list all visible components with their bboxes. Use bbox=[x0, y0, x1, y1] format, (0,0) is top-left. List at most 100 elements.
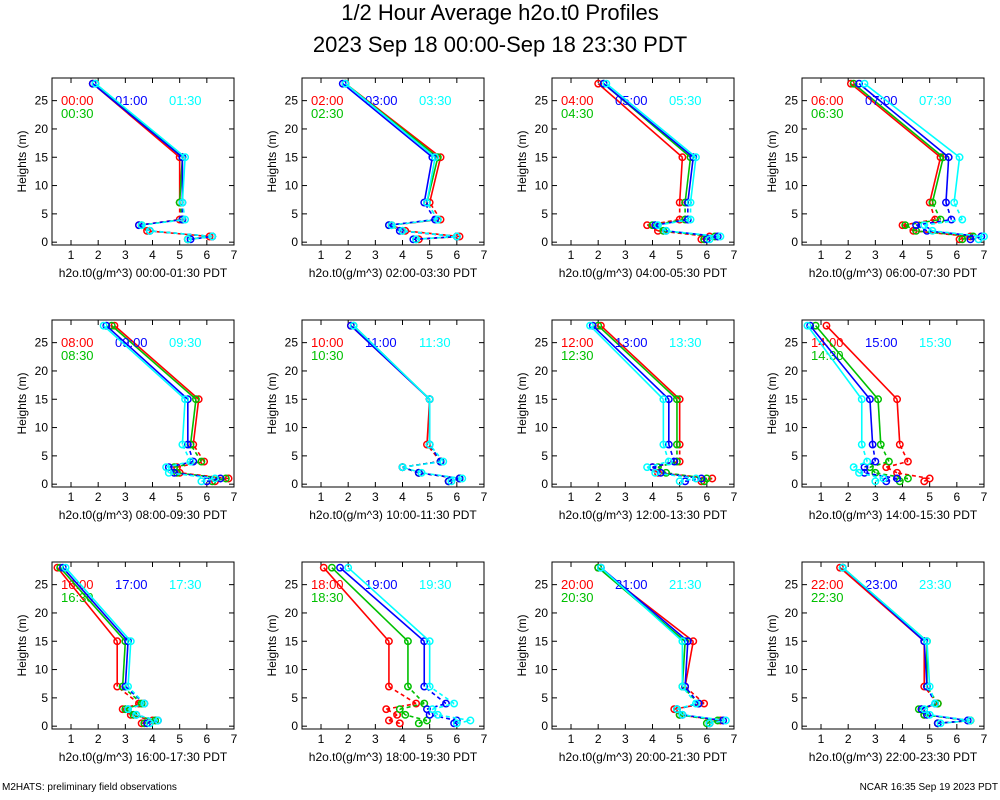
series-line bbox=[684, 641, 689, 687]
x-tick-label: 6 bbox=[703, 490, 710, 504]
x-tick-label: 6 bbox=[453, 248, 460, 262]
profile-panel: 1 2 3 4 5 6 7 0 5 10 15 20 25 Heights (m) h2o.t0(g/m^3… bbox=[15, 319, 238, 522]
data-point bbox=[708, 474, 717, 483]
series-line bbox=[646, 218, 680, 226]
series-label: 15:30 bbox=[919, 335, 952, 350]
y-tick-label: 10 bbox=[785, 179, 799, 193]
plot-frame bbox=[551, 319, 735, 488]
series-line bbox=[646, 466, 656, 474]
data-point bbox=[420, 637, 429, 646]
data-point bbox=[181, 215, 190, 224]
series-line bbox=[589, 325, 664, 400]
x-tick-label: 3 bbox=[372, 248, 379, 262]
data-point bbox=[387, 221, 396, 230]
data-point bbox=[401, 710, 410, 719]
y-tick-label: 25 bbox=[285, 336, 299, 350]
data-point bbox=[186, 457, 195, 466]
x-axis-label: h2o.t0(g/m^3) 16:00-17:30 PDT bbox=[59, 750, 228, 764]
data-point bbox=[178, 198, 187, 207]
y-tick-label: 0 bbox=[541, 477, 548, 491]
series-line bbox=[121, 641, 127, 687]
data-point bbox=[863, 457, 872, 466]
x-tick-label: 6 bbox=[703, 248, 710, 262]
data-point bbox=[675, 198, 684, 207]
x-axis-label: h2o.t0(g/m^3) 08:00-09:30 PDT bbox=[59, 508, 228, 522]
data-point bbox=[928, 226, 937, 235]
data-point bbox=[99, 321, 108, 330]
data-point bbox=[653, 221, 662, 230]
y-tick-label: 25 bbox=[535, 578, 549, 592]
x-tick-label: 5 bbox=[926, 490, 933, 504]
y-tick-label: 25 bbox=[535, 336, 549, 350]
x-tick-label: 2 bbox=[595, 248, 602, 262]
series-line bbox=[124, 641, 129, 687]
plot-frame bbox=[51, 319, 235, 488]
series-line bbox=[850, 83, 942, 158]
series-line bbox=[402, 230, 457, 238]
data-point bbox=[673, 705, 681, 714]
y-tick-label: 15 bbox=[285, 392, 299, 406]
series-label: 22:30 bbox=[811, 590, 844, 605]
data-point bbox=[349, 321, 358, 330]
y-tick-label: 5 bbox=[291, 207, 298, 221]
x-tick-label: 1 bbox=[68, 490, 75, 504]
x-tick-label: 2 bbox=[595, 732, 602, 746]
data-point bbox=[162, 463, 171, 472]
data-point bbox=[944, 153, 953, 162]
series-line bbox=[657, 466, 667, 474]
series-line bbox=[146, 719, 159, 725]
y-axis-label: Heights (m) bbox=[265, 614, 279, 676]
data-point bbox=[659, 440, 668, 449]
series-label: 11:30 bbox=[419, 335, 451, 350]
data-point bbox=[327, 563, 336, 572]
plot-frame bbox=[801, 319, 985, 488]
series-line bbox=[323, 567, 390, 642]
y-axis-label: Heights (m) bbox=[515, 130, 529, 192]
y-tick-label: 5 bbox=[791, 691, 798, 705]
y-tick-label: 0 bbox=[791, 477, 798, 491]
x-tick-label: 5 bbox=[426, 490, 433, 504]
x-tick-label: 3 bbox=[622, 490, 629, 504]
series-line bbox=[592, 325, 670, 400]
series-line bbox=[674, 702, 705, 710]
x-tick-label: 5 bbox=[676, 732, 683, 746]
series-line bbox=[388, 719, 400, 725]
series-line bbox=[122, 708, 132, 716]
x-tick-label: 6 bbox=[203, 248, 210, 262]
series-line bbox=[923, 224, 933, 232]
data-point bbox=[966, 235, 975, 244]
series-label: 17:30 bbox=[169, 577, 202, 592]
series-line bbox=[192, 399, 200, 445]
plot-frame bbox=[301, 77, 485, 246]
x-tick-label: 6 bbox=[953, 248, 960, 262]
data-point bbox=[197, 457, 206, 466]
data-point bbox=[450, 699, 459, 708]
series-line bbox=[391, 224, 403, 232]
profile-panel: 1 2 3 4 5 6 7 0 5 10 15 20 25 Heights (m) h2o.t0(g/m^3… bbox=[265, 319, 488, 522]
data-point bbox=[939, 153, 948, 162]
series-line bbox=[402, 460, 441, 468]
y-tick-label: 15 bbox=[785, 150, 799, 164]
series-line bbox=[809, 325, 871, 400]
y-tick-label: 0 bbox=[41, 235, 48, 249]
x-tick-label: 3 bbox=[872, 732, 879, 746]
y-tick-label: 20 bbox=[285, 606, 299, 620]
x-tick-label: 4 bbox=[149, 490, 156, 504]
data-point bbox=[879, 474, 888, 483]
data-point bbox=[586, 321, 594, 330]
series-line bbox=[113, 325, 200, 400]
series-label: 01:00 bbox=[115, 93, 148, 108]
data-point bbox=[925, 682, 934, 691]
data-point bbox=[412, 699, 421, 708]
data-point bbox=[107, 321, 116, 330]
data-point bbox=[436, 457, 445, 466]
y-axis-label: Heights (m) bbox=[765, 614, 779, 676]
x-tick-label: 7 bbox=[231, 490, 238, 504]
data-point bbox=[425, 637, 434, 646]
data-point bbox=[947, 215, 956, 224]
series-label: 21:30 bbox=[669, 577, 702, 592]
profile-panel: 1 2 3 4 5 6 7 0 5 10 15 20 25 Heights (m) h2o.t0(g/m^3… bbox=[765, 77, 988, 280]
x-tick-label: 2 bbox=[845, 732, 852, 746]
series-line bbox=[684, 157, 692, 203]
data-point bbox=[452, 716, 461, 725]
